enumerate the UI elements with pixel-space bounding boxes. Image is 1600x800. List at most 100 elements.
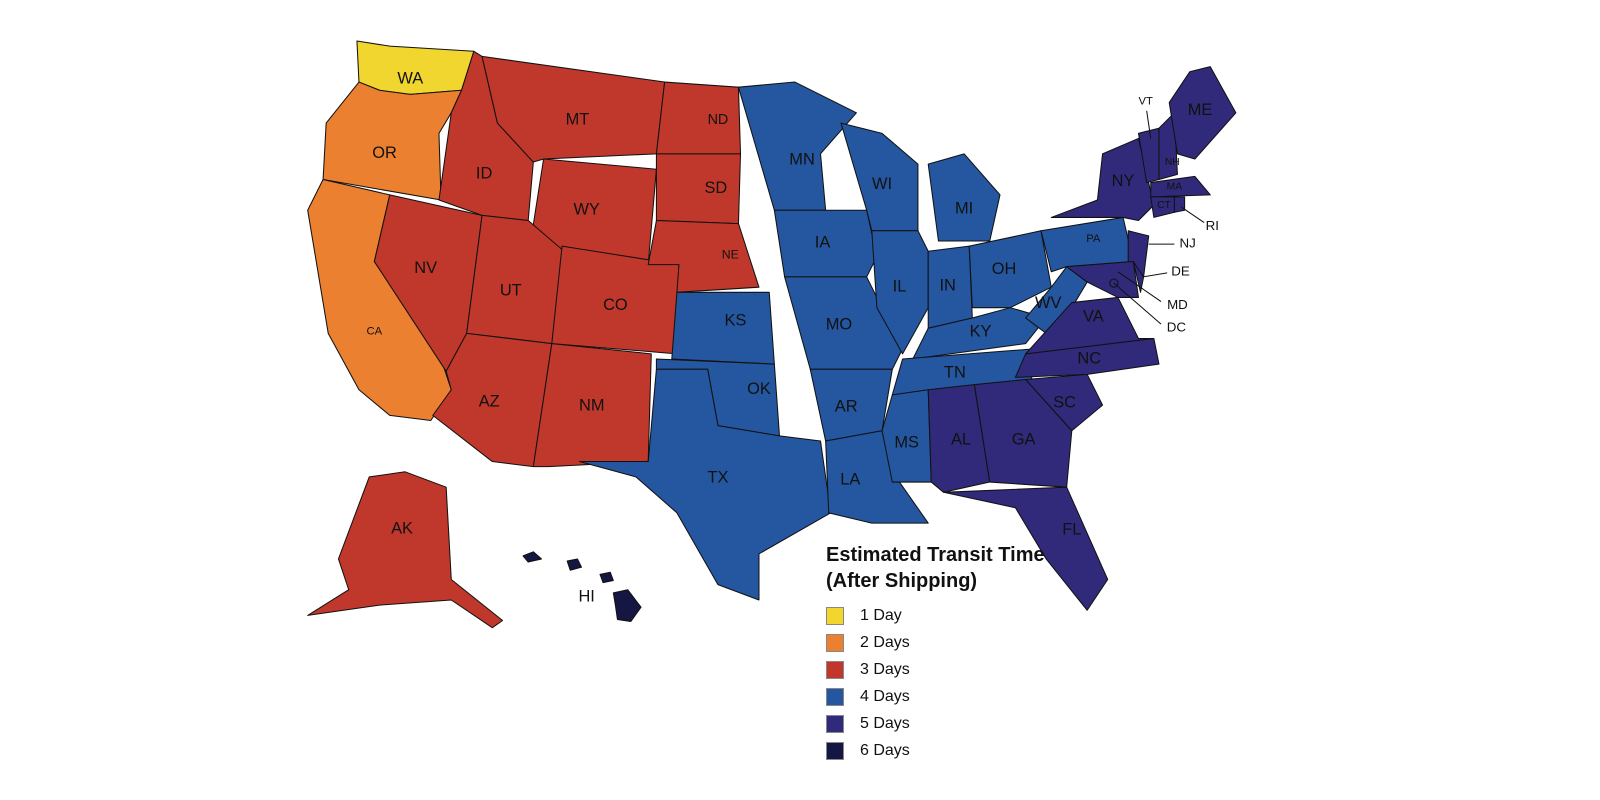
state-label: RI xyxy=(1206,218,1219,233)
state-shape xyxy=(578,368,832,601)
legend-label: 2 Days xyxy=(860,633,910,651)
leader-line xyxy=(1117,271,1162,302)
state-label: TX xyxy=(707,468,728,486)
state-shape xyxy=(1025,296,1155,355)
legend-label: 3 Days xyxy=(860,660,910,678)
legend-swatch xyxy=(826,606,844,625)
state-shape xyxy=(943,486,1109,611)
state-shape xyxy=(307,471,504,629)
state-label: KY xyxy=(970,323,992,341)
state-label: NM xyxy=(579,396,605,414)
state-label: MS xyxy=(894,433,919,451)
state-shape xyxy=(612,589,642,623)
legend-title: Estimated Transit Time (After Shipping) xyxy=(826,544,1045,592)
state-label: NJ xyxy=(1180,236,1196,251)
state-shape xyxy=(671,291,775,365)
state-label: NC xyxy=(1077,349,1101,367)
state-shape xyxy=(1173,196,1186,213)
state-label: ME xyxy=(1188,101,1213,119)
state-label: KS xyxy=(724,311,746,329)
state-label: MA xyxy=(1167,181,1183,192)
legend-swatch xyxy=(826,660,844,679)
legend-items: 1 Day 2 Days 3 Days 4 Days 5 Days 6 Days xyxy=(826,602,1056,764)
state-label: WA xyxy=(397,69,423,87)
legend-swatch xyxy=(826,714,844,733)
leader-line xyxy=(1146,110,1152,139)
state-shape xyxy=(1132,261,1145,293)
state-label: PA xyxy=(1086,233,1101,245)
leader-line xyxy=(1181,206,1205,223)
state-label: SD xyxy=(704,179,727,197)
state-label: NH xyxy=(1165,157,1180,168)
state-label: NY xyxy=(1112,172,1135,190)
state-label: MT xyxy=(566,110,590,128)
state-label: UT xyxy=(500,282,522,300)
state-label: IA xyxy=(815,233,831,251)
state-label: OH xyxy=(992,260,1017,278)
state-label: SC xyxy=(1053,393,1076,411)
state-shape xyxy=(1050,137,1155,222)
state-label: DC xyxy=(1167,320,1187,335)
state-label: MO xyxy=(826,315,852,333)
state-labels: WA OR CA NV ID MT WY UT CO AZ NM ND SD NE AK KS OK TX MN IA… xyxy=(367,69,1219,605)
state-label: FL xyxy=(1062,521,1081,539)
state-shape xyxy=(927,384,991,493)
state-label: DE xyxy=(1171,263,1190,278)
state-shape xyxy=(737,81,857,211)
legend-item: 1 Day xyxy=(826,602,1056,629)
state-label: TN xyxy=(944,364,966,382)
legend-item: 4 Days xyxy=(826,683,1056,710)
legend-item: 5 Days xyxy=(826,710,1056,737)
leader-line xyxy=(1142,272,1168,278)
state-label: MD xyxy=(1167,297,1188,312)
legend: Estimated Transit Time (After Shipping) … xyxy=(826,542,1056,764)
state-shape xyxy=(1025,373,1104,432)
state-shape xyxy=(1158,112,1178,180)
state-label: CT xyxy=(1157,200,1171,211)
state-shape xyxy=(522,551,543,563)
state-label: AR xyxy=(835,398,858,416)
state-label: IL xyxy=(893,278,907,296)
state-shape xyxy=(566,558,583,571)
state-shape xyxy=(655,153,742,225)
legend-item: 6 Days xyxy=(826,737,1056,764)
legend-swatch xyxy=(826,741,844,760)
state-label: ND xyxy=(708,112,729,128)
state-label: MN xyxy=(789,150,815,168)
state-label: AK xyxy=(391,520,413,538)
legend-label: 5 Days xyxy=(860,714,910,732)
state-shape xyxy=(968,230,1052,309)
state-label: WV xyxy=(1035,294,1061,312)
state-label: VA xyxy=(1083,307,1104,325)
state-label: AZ xyxy=(479,392,500,410)
state-shape xyxy=(773,209,878,278)
state-label: NV xyxy=(414,259,437,277)
state-label: ID xyxy=(476,165,493,183)
state-shape xyxy=(1150,175,1211,198)
state-shape xyxy=(927,153,1001,242)
state-label: WY xyxy=(573,201,599,219)
legend-label: 6 Days xyxy=(860,741,910,759)
legend-swatch xyxy=(826,687,844,706)
state-shape xyxy=(322,81,463,201)
state-shape xyxy=(881,389,932,483)
state-label: CA xyxy=(367,325,383,337)
state-label: VT xyxy=(1138,96,1153,108)
state-shape xyxy=(784,276,904,370)
state-label: CO xyxy=(603,296,628,314)
state-label: WI xyxy=(872,175,892,193)
legend-label: 4 Days xyxy=(860,687,910,705)
state-shapes xyxy=(307,40,1237,629)
legend-label: 1 Day xyxy=(860,606,902,624)
state-label: OK xyxy=(747,380,771,398)
legend-item: 3 Days xyxy=(826,656,1056,683)
state-label: HI xyxy=(578,587,594,605)
legend-swatch xyxy=(826,633,844,652)
state-shape xyxy=(973,378,1073,488)
state-label: AL xyxy=(951,430,971,448)
legend-item: 2 Days xyxy=(826,629,1056,656)
state-label: GA xyxy=(1012,430,1036,448)
state-label: OR xyxy=(372,144,397,162)
